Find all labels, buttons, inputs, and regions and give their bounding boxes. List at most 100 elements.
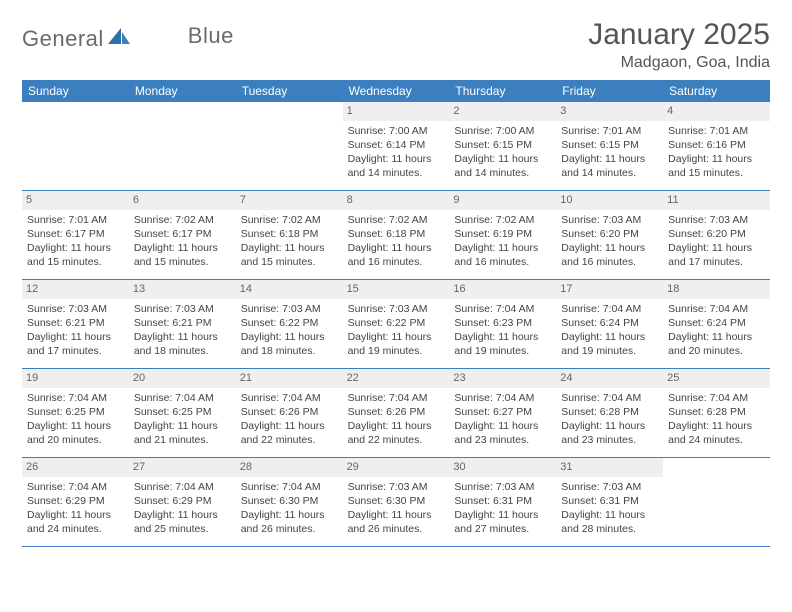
day-header: Monday [129, 80, 236, 102]
sunset-text: Sunset: 6:29 PM [27, 494, 124, 508]
day-number: 16 [449, 280, 556, 299]
sunset-text: Sunset: 6:17 PM [27, 227, 124, 241]
day-cell [129, 102, 236, 190]
sunset-text: Sunset: 6:22 PM [241, 316, 338, 330]
day-cell: 12Sunrise: 7:03 AMSunset: 6:21 PMDayligh… [22, 280, 129, 368]
sunset-text: Sunset: 6:30 PM [241, 494, 338, 508]
daylight-text: Daylight: 11 hours and 22 minutes. [348, 419, 445, 447]
day-number: 28 [236, 458, 343, 477]
day-number: 22 [343, 369, 450, 388]
day-header-row: Sunday Monday Tuesday Wednesday Thursday… [22, 80, 770, 102]
brand-word1: General [22, 26, 104, 52]
day-cell: 20 Sunrise: 7:04 AMSunset: 6:25 PMDayligh… [129, 369, 236, 457]
sunset-text: Sunset: 6:25 PM [134, 405, 231, 419]
sunset-text: Sunset: 6:15 PM [454, 138, 551, 152]
sunrise-text: Sunrise: 7:04 AM [27, 480, 124, 494]
day-number: 3 [556, 102, 663, 121]
sunset-text: Sunset: 6:20 PM [561, 227, 658, 241]
sunrise-text: Sunrise: 7:02 AM [348, 213, 445, 227]
sunrise-text: Sunrise: 7:04 AM [454, 391, 551, 405]
sunrise-text: Sunrise: 7:01 AM [668, 124, 765, 138]
daylight-text: Daylight: 11 hours and 16 minutes. [561, 241, 658, 269]
sunset-text: Sunset: 6:26 PM [348, 405, 445, 419]
daylight-text: Daylight: 11 hours and 16 minutes. [454, 241, 551, 269]
sunrise-text: Sunrise: 7:03 AM [561, 480, 658, 494]
sunrise-text: Sunrise: 7:02 AM [241, 213, 338, 227]
day-cell: 25Sunrise: 7:04 AMSunset: 6:28 PMDayligh… [663, 369, 770, 457]
day-number: 26 [22, 458, 129, 477]
day-cell: 19Sunrise: 7:04 AMSunset: 6:25 PMDayligh… [22, 369, 129, 457]
sunrise-text: Sunrise: 7:04 AM [668, 302, 765, 316]
sunset-text: Sunset: 6:21 PM [134, 316, 231, 330]
sunset-text: Sunset: 6:18 PM [241, 227, 338, 241]
sunset-text: Sunset: 6:26 PM [241, 405, 338, 419]
week-row: 1Sunrise: 7:00 AMSunset: 6:14 PMDaylight… [22, 102, 770, 191]
day-cell: 8Sunrise: 7:02 AMSunset: 6:18 PMDaylight… [343, 191, 450, 279]
week-row: 5Sunrise: 7:01 AMSunset: 6:17 PMDaylight… [22, 191, 770, 280]
day-number: 31 [556, 458, 663, 477]
sunset-text: Sunset: 6:19 PM [454, 227, 551, 241]
daylight-text: Daylight: 11 hours and 24 minutes. [27, 508, 124, 536]
sunrise-text: Sunrise: 7:04 AM [241, 391, 338, 405]
calendar: Sunday Monday Tuesday Wednesday Thursday… [22, 80, 770, 547]
daylight-text: Daylight: 11 hours and 15 minutes. [27, 241, 124, 269]
day-cell [663, 458, 770, 546]
sunrise-text: Sunrise: 7:04 AM [134, 391, 231, 405]
daylight-text: Daylight: 11 hours and 22 minutes. [241, 419, 338, 447]
day-cell: 27Sunrise: 7:04 AMSunset: 6:29 PMDayligh… [129, 458, 236, 546]
sunrise-text: Sunrise: 7:04 AM [561, 391, 658, 405]
day-cell: 11Sunrise: 7:03 AMSunset: 6:20 PMDayligh… [663, 191, 770, 279]
daylight-text: Daylight: 11 hours and 24 minutes. [668, 419, 765, 447]
month-title: January 2025 [588, 18, 770, 52]
day-cell: 3Sunrise: 7:01 AMSunset: 6:15 PMDaylight… [556, 102, 663, 190]
day-header: Friday [556, 80, 663, 102]
week-row: 19Sunrise: 7:04 AMSunset: 6:25 PMDayligh… [22, 369, 770, 458]
day-cell: 4Sunrise: 7:01 AMSunset: 6:16 PMDaylight… [663, 102, 770, 190]
daylight-text: Daylight: 11 hours and 14 minutes. [454, 152, 551, 180]
day-number: 19 [22, 369, 129, 388]
sunrise-text: Sunrise: 7:04 AM [27, 391, 124, 405]
daylight-text: Daylight: 11 hours and 14 minutes. [348, 152, 445, 180]
day-cell: 23Sunrise: 7:04 AMSunset: 6:27 PMDayligh… [449, 369, 556, 457]
daylight-text: Daylight: 11 hours and 23 minutes. [454, 419, 551, 447]
daylight-text: Daylight: 11 hours and 28 minutes. [561, 508, 658, 536]
sunset-text: Sunset: 6:30 PM [348, 494, 445, 508]
sunrise-text: Sunrise: 7:00 AM [454, 124, 551, 138]
day-number: 5 [22, 191, 129, 210]
header: General Blue January 2025 Madgaon, Goa, … [22, 18, 770, 72]
sunrise-text: Sunrise: 7:01 AM [27, 213, 124, 227]
daylight-text: Daylight: 11 hours and 26 minutes. [348, 508, 445, 536]
brand-word2: Blue [188, 23, 234, 49]
day-number: 2 [449, 102, 556, 121]
daylight-text: Daylight: 11 hours and 14 minutes. [561, 152, 658, 180]
week-row: 26Sunrise: 7:04 AMSunset: 6:29 PMDayligh… [22, 458, 770, 547]
sunrise-text: Sunrise: 7:02 AM [454, 213, 551, 227]
sunrise-text: Sunrise: 7:03 AM [348, 480, 445, 494]
sunrise-text: Sunrise: 7:03 AM [27, 302, 124, 316]
day-number: 1 [343, 102, 450, 121]
sail-icon [108, 28, 130, 51]
day-cell: 16Sunrise: 7:04 AMSunset: 6:23 PMDayligh… [449, 280, 556, 368]
day-number: 7 [236, 191, 343, 210]
sunset-text: Sunset: 6:14 PM [348, 138, 445, 152]
day-cell [236, 102, 343, 190]
day-cell: 13Sunrise: 7:03 AMSunset: 6:21 PMDayligh… [129, 280, 236, 368]
daylight-text: Daylight: 11 hours and 15 minutes. [241, 241, 338, 269]
daylight-text: Daylight: 11 hours and 21 minutes. [134, 419, 231, 447]
daylight-text: Daylight: 11 hours and 15 minutes. [668, 152, 765, 180]
sunset-text: Sunset: 6:24 PM [561, 316, 658, 330]
day-cell: 30Sunrise: 7:03 AMSunset: 6:31 PMDayligh… [449, 458, 556, 546]
day-cell: 15Sunrise: 7:03 AMSunset: 6:22 PMDayligh… [343, 280, 450, 368]
daylight-text: Daylight: 11 hours and 20 minutes. [668, 330, 765, 358]
day-cell: 6Sunrise: 7:02 AMSunset: 6:17 PMDaylight… [129, 191, 236, 279]
sunset-text: Sunset: 6:31 PM [561, 494, 658, 508]
day-cell: 9Sunrise: 7:02 AMSunset: 6:19 PMDaylight… [449, 191, 556, 279]
sunrise-text: Sunrise: 7:00 AM [348, 124, 445, 138]
day-cell: 14Sunrise: 7:03 AMSunset: 6:22 PMDayligh… [236, 280, 343, 368]
sunset-text: Sunset: 6:28 PM [561, 405, 658, 419]
day-number: 20 [129, 369, 236, 388]
sunset-text: Sunset: 6:31 PM [454, 494, 551, 508]
sunset-text: Sunset: 6:22 PM [348, 316, 445, 330]
day-number: 27 [129, 458, 236, 477]
sunrise-text: Sunrise: 7:03 AM [241, 302, 338, 316]
